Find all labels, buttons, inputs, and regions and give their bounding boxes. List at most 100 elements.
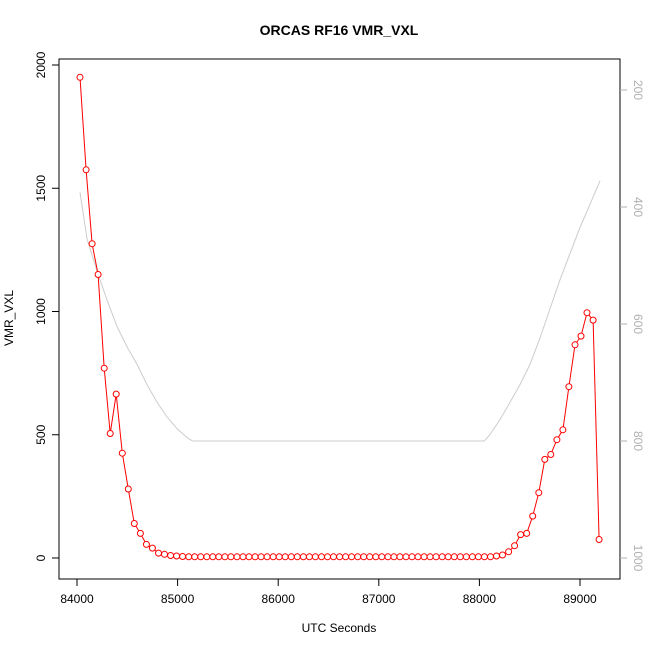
y2-tick-label: 1000 (631, 545, 645, 572)
y-axis-label: VMR_VXL (2, 290, 16, 346)
data-point (100, 364, 108, 372)
data-point (185, 553, 193, 561)
data-point (245, 553, 253, 561)
series-line (79, 180, 601, 442)
data-point (517, 531, 525, 539)
data-point (487, 553, 494, 561)
series-line (79, 77, 600, 558)
x-tick-label: 85000 (161, 592, 195, 606)
data-point (293, 553, 301, 561)
data-point (595, 536, 603, 543)
data-point (432, 553, 440, 561)
data-point (330, 553, 337, 561)
x-tick-label: 84000 (60, 592, 94, 606)
data-point (529, 512, 537, 520)
data-point (299, 553, 307, 561)
data-point (462, 553, 470, 561)
data-point (565, 383, 573, 391)
x-tick-label: 88000 (463, 592, 497, 606)
y-tick-label: 1000 (34, 298, 48, 325)
data-point (94, 271, 102, 278)
data-point (257, 553, 265, 561)
x-tick-label: 87000 (362, 592, 396, 606)
data-point (239, 553, 247, 561)
data-point (318, 553, 325, 561)
data-point (311, 553, 319, 561)
data-point (468, 553, 476, 561)
data-point (251, 553, 259, 561)
data-point (227, 553, 235, 561)
data-point (287, 553, 295, 561)
data-point (155, 549, 162, 557)
data-point (390, 553, 398, 561)
data-point (324, 553, 331, 561)
data-point (142, 540, 150, 548)
data-point (167, 552, 175, 559)
data-point (197, 553, 205, 561)
data-point (577, 332, 585, 340)
series-1 (79, 180, 601, 442)
x-axis-label: UTC Seconds (302, 621, 377, 635)
data-point (215, 553, 223, 561)
data-point (76, 73, 84, 81)
y-axis: 0 500 1000 1500 2000 (34, 51, 59, 561)
data-point (112, 390, 120, 398)
series-layer (76, 73, 603, 561)
data-point (305, 553, 313, 561)
y-tick-label: 1500 (34, 175, 48, 202)
y-tick-label: 2000 (34, 51, 48, 78)
data-point (553, 436, 561, 444)
data-point (366, 553, 374, 561)
series-0 (76, 73, 603, 561)
data-point (505, 548, 513, 556)
data-point (450, 553, 458, 561)
data-point (547, 451, 555, 458)
x-tick-label: 86000 (262, 592, 296, 606)
data-point (480, 553, 488, 561)
data-point (511, 542, 519, 550)
data-point (136, 529, 144, 537)
data-point (571, 341, 579, 349)
data-point (354, 553, 362, 561)
data-point (384, 553, 392, 561)
data-point (161, 550, 168, 558)
plot-frame (58, 58, 621, 580)
data-point (523, 529, 531, 537)
data-point (179, 553, 187, 560)
data-point (148, 544, 156, 552)
data-point (281, 553, 289, 561)
data-point (493, 552, 500, 560)
data-point (402, 553, 410, 561)
data-point (203, 553, 211, 561)
data-point (420, 553, 428, 561)
data-point (209, 553, 217, 561)
data-point (342, 553, 350, 561)
data-point (82, 166, 90, 174)
chart-title: ORCAS RF16 VMR_VXL (260, 22, 419, 38)
data-point (360, 553, 368, 561)
data-point (118, 449, 126, 457)
data-point (535, 489, 543, 497)
y-tick-label: 500 (34, 424, 48, 444)
secondary-y-axis: 1000 800 600 400 200 (620, 80, 645, 572)
data-point (233, 553, 241, 561)
data-point (88, 240, 96, 248)
y-tick-label: 0 (34, 554, 48, 561)
data-point (348, 553, 356, 561)
data-point (130, 520, 138, 527)
y2-tick-label: 600 (631, 314, 645, 334)
data-point (378, 553, 386, 561)
data-point (173, 552, 181, 560)
data-point (221, 553, 229, 561)
data-point (444, 553, 452, 561)
y2-tick-label: 200 (631, 80, 645, 100)
data-point (124, 485, 132, 493)
x-tick-label: 89000 (563, 592, 597, 606)
data-point (106, 430, 114, 437)
data-point (414, 553, 422, 561)
data-point (269, 553, 277, 561)
data-point (408, 553, 416, 561)
data-point (372, 553, 380, 561)
data-point (396, 553, 404, 561)
y2-tick-label: 800 (631, 431, 645, 451)
